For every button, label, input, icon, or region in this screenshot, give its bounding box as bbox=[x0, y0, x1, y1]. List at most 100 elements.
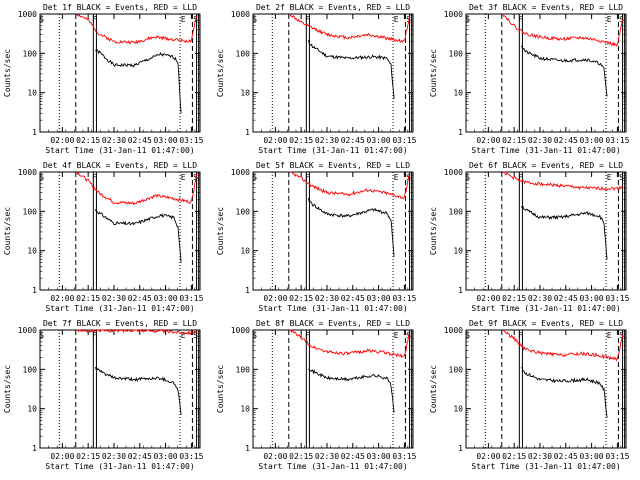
x-tick-label: 02:30 bbox=[315, 136, 339, 145]
plot-frame bbox=[252, 329, 414, 449]
x-tick-label: 03:15 bbox=[392, 294, 416, 303]
x-tick-label: 03:00 bbox=[154, 294, 178, 303]
x-tick-label: 02:00 bbox=[476, 136, 500, 145]
panel-8: Det 8f BLACK = Events, RED = LLD Counts/s… bbox=[216, 319, 417, 471]
x-tick-label: 02:30 bbox=[102, 294, 126, 303]
x-tick-label: 02:00 bbox=[476, 452, 500, 461]
x-tick-label: 02:00 bbox=[476, 294, 500, 303]
events-series-line bbox=[94, 209, 182, 263]
x-tick-label: 03:15 bbox=[179, 452, 203, 461]
x-axis-label: Start Time (31-Jan-11 01:47:00) bbox=[258, 304, 407, 313]
lld-series-line bbox=[76, 171, 198, 206]
lld-series-line bbox=[76, 13, 198, 45]
x-tick-label: 02:45 bbox=[554, 294, 578, 303]
y-tick-label: 1 bbox=[32, 286, 37, 295]
y-axis-label: Counts/sec bbox=[429, 207, 438, 255]
marker-label: S bbox=[465, 173, 470, 182]
y-axis-label: Counts/sec bbox=[3, 207, 12, 255]
x-axis-label: Start Time (31-Jan-11 01:47:00) bbox=[45, 462, 194, 471]
marker-label: E bbox=[607, 15, 612, 24]
marker-label: E bbox=[394, 15, 399, 24]
events-series-line bbox=[521, 366, 608, 418]
panel-title: Det 1f BLACK = Events, RED = LLD bbox=[43, 3, 197, 12]
y-tick-label: 100 bbox=[236, 49, 251, 58]
x-tick-label: 02:30 bbox=[528, 452, 552, 461]
events-series-line bbox=[521, 45, 608, 97]
plot-frame bbox=[39, 329, 201, 449]
y-tick-label: 100 bbox=[449, 365, 464, 374]
x-tick-label: 02:30 bbox=[528, 294, 552, 303]
marker-label: E bbox=[607, 331, 612, 340]
events-series-line bbox=[94, 366, 182, 415]
y-axis-label: Counts/sec bbox=[3, 365, 12, 413]
y-tick-label: 1 bbox=[458, 128, 463, 137]
x-tick-label: 02:15 bbox=[76, 136, 100, 145]
events-series-line bbox=[307, 197, 395, 257]
y-tick-label: 10 bbox=[27, 89, 37, 98]
panel-title: Det 2f BLACK = Events, RED = LLD bbox=[256, 3, 410, 12]
y-tick-label: 10 bbox=[453, 89, 463, 98]
panel-5: Det 5f BLACK = Events, RED = LLD Counts/s… bbox=[216, 161, 417, 313]
x-axis-label: Start Time (31-Jan-11 01:47:00) bbox=[258, 146, 407, 155]
marker-label: S bbox=[252, 173, 257, 182]
y-tick-label: 1 bbox=[458, 286, 463, 295]
panel-1: Det 1f BLACK = Events, RED = LLD Counts/s… bbox=[3, 3, 204, 155]
y-axis-label: Counts/sec bbox=[3, 49, 12, 97]
y-axis-label: Counts/sec bbox=[429, 365, 438, 413]
y-tick-label: 1 bbox=[32, 128, 37, 137]
marker-label: E bbox=[394, 173, 399, 182]
y-tick-label: 100 bbox=[449, 49, 464, 58]
y-tick-label: 10 bbox=[240, 89, 250, 98]
y-tick-label: 1000 bbox=[18, 168, 37, 177]
y-tick-label: 1000 bbox=[444, 168, 463, 177]
y-tick-label: 10 bbox=[453, 405, 463, 414]
x-tick-label: 02:00 bbox=[50, 294, 74, 303]
marker-label: F bbox=[518, 331, 523, 340]
marker-label: F bbox=[518, 173, 523, 182]
lld-series-line bbox=[289, 329, 411, 358]
lld-series-line bbox=[502, 14, 624, 48]
lld-series-line bbox=[502, 171, 623, 192]
x-axis-label: Start Time (31-Jan-11 01:47:00) bbox=[258, 462, 407, 471]
plot-frame bbox=[465, 171, 627, 291]
x-axis-label: Start Time (31-Jan-11 01:47:00) bbox=[45, 304, 194, 313]
marker-label: E bbox=[181, 331, 186, 340]
x-axis-label: Start Time (31-Jan-11 01:47:00) bbox=[471, 146, 620, 155]
lld-series-line bbox=[76, 329, 197, 336]
marker-label: S bbox=[619, 173, 624, 182]
x-tick-label: 03:00 bbox=[367, 136, 391, 145]
plot-frame bbox=[465, 329, 627, 449]
lld-series-line bbox=[289, 171, 411, 200]
x-tick-label: 03:00 bbox=[154, 136, 178, 145]
x-tick-label: 03:15 bbox=[392, 136, 416, 145]
x-tick-label: 02:00 bbox=[263, 136, 287, 145]
x-tick-label: 03:00 bbox=[580, 294, 604, 303]
y-tick-label: 1 bbox=[32, 444, 37, 453]
x-tick-label: 03:00 bbox=[154, 452, 178, 461]
marker-label: S bbox=[39, 173, 44, 182]
x-tick-label: 02:15 bbox=[289, 452, 313, 461]
panel-9: Det 9f BLACK = Events, RED = LLD Counts/s… bbox=[429, 319, 630, 471]
x-axis-label: Start Time (31-Jan-11 01:47:00) bbox=[471, 304, 620, 313]
x-tick-label: 03:15 bbox=[392, 452, 416, 461]
y-tick-label: 1000 bbox=[231, 168, 250, 177]
panel-title: Det 9f BLACK = Events, RED = LLD bbox=[469, 319, 623, 328]
panel-2: Det 2f BLACK = Events, RED = LLD Counts/s… bbox=[216, 3, 417, 155]
panel-title: Det 3f BLACK = Events, RED = LLD bbox=[469, 3, 623, 12]
panel-title: Det 4f BLACK = Events, RED = LLD bbox=[43, 161, 197, 170]
x-tick-label: 02:15 bbox=[76, 294, 100, 303]
marker-label: F bbox=[305, 15, 310, 24]
x-tick-label: 02:30 bbox=[315, 294, 339, 303]
marker-label: F bbox=[92, 15, 97, 24]
marker-label: E bbox=[181, 15, 186, 24]
marker-label: S bbox=[193, 331, 198, 340]
panel-3: Det 3f BLACK = Events, RED = LLD Counts/s… bbox=[429, 3, 630, 155]
y-tick-label: 1000 bbox=[18, 10, 37, 19]
y-tick-label: 1 bbox=[245, 444, 250, 453]
x-tick-label: 03:15 bbox=[179, 294, 203, 303]
panel-title: Det 8f BLACK = Events, RED = LLD bbox=[256, 319, 410, 328]
events-series-line bbox=[307, 40, 395, 99]
y-axis-label: Counts/sec bbox=[216, 365, 225, 413]
y-tick-label: 10 bbox=[453, 247, 463, 256]
x-tick-label: 02:45 bbox=[554, 452, 578, 461]
